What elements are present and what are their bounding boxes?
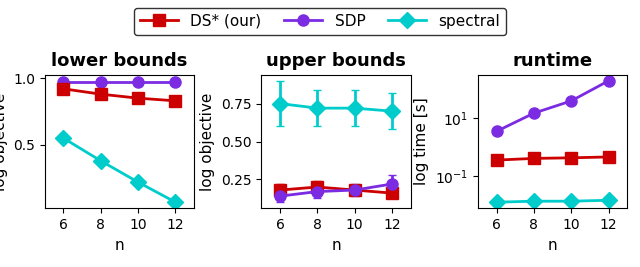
Y-axis label: log objective: log objective (0, 92, 8, 191)
Legend: DS* (our), SDP, spectral: DS* (our), SDP, spectral (134, 8, 506, 35)
Y-axis label: log time [s]: log time [s] (415, 98, 429, 185)
Title: upper bounds: upper bounds (266, 52, 406, 70)
X-axis label: n: n (548, 238, 557, 253)
X-axis label: n: n (115, 238, 124, 253)
Title: lower bounds: lower bounds (51, 52, 188, 70)
X-axis label: n: n (331, 238, 341, 253)
Title: runtime: runtime (513, 52, 593, 70)
Y-axis label: log objective: log objective (200, 92, 216, 191)
